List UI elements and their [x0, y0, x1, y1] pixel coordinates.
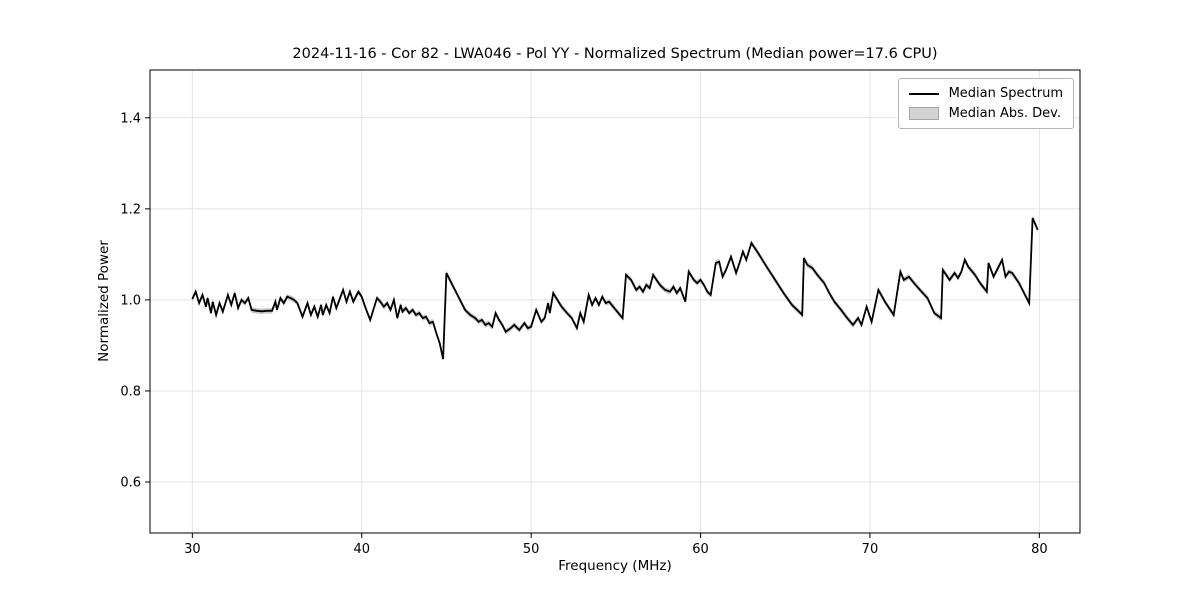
- gridlines: [150, 70, 1080, 533]
- y-tick-label: 1.0: [120, 293, 141, 308]
- legend[interactable]: Median Spectrum Median Abs. Dev.: [897, 78, 1074, 129]
- axis-ticks: [145, 117, 1040, 538]
- tick-labels: 30 40 50 60 70 80 0.6 0.8 1.0 1.2 1.4: [120, 111, 1047, 557]
- x-tick-label: 40: [353, 542, 370, 557]
- chart-title: 2024-11-16 - Cor 82 - LWA046 - Pol YY - …: [292, 46, 938, 62]
- y-axis-label: Normalized Power: [96, 240, 112, 362]
- median-abs-dev-patch-swatch: [908, 107, 939, 120]
- legend-item-median-spectrum: Median Spectrum: [908, 86, 1063, 101]
- x-tick-label: 60: [692, 542, 709, 557]
- mad-band: [192, 215, 1038, 362]
- plot-border: [149, 69, 1081, 534]
- median-spectrum-line-swatch: [908, 92, 939, 95]
- y-tick-label: 1.4: [120, 111, 141, 126]
- x-tick-label: 30: [184, 542, 201, 557]
- x-tick-label: 70: [862, 542, 879, 557]
- y-tick-label: 0.8: [120, 384, 141, 399]
- legend-label: Median Spectrum: [948, 86, 1063, 101]
- x-axis-label: Frequency (MHz): [558, 558, 672, 574]
- legend-item-median-abs-dev: Median Abs. Dev.: [908, 106, 1063, 121]
- mad-band-polygon: [192, 215, 1038, 362]
- y-tick-label: 0.6: [120, 476, 141, 491]
- median-spectrum-line: [191, 217, 1039, 360]
- x-tick-label: 80: [1031, 542, 1048, 557]
- y-tick-label: 1.2: [120, 202, 141, 217]
- median-spectrum-polyline: [191, 217, 1039, 360]
- x-tick-label: 50: [523, 542, 540, 557]
- legend-label: Median Abs. Dev.: [948, 106, 1062, 121]
